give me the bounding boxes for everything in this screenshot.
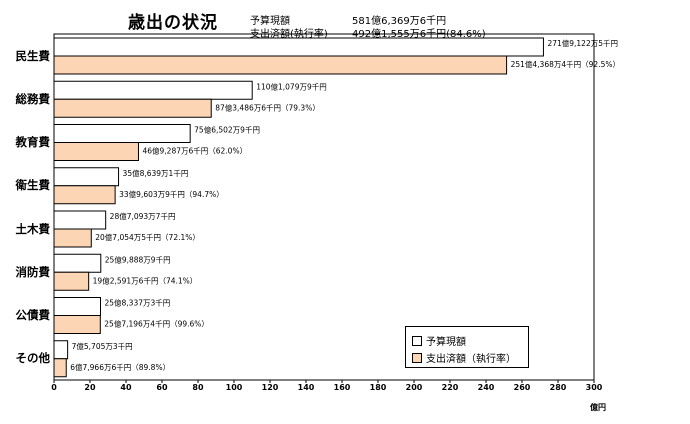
category-label: 民生費 (15, 48, 51, 63)
legend-label-budget: 予算現額 (426, 337, 466, 348)
summary-budget-value: 581億6,369万6千円 (352, 16, 447, 27)
category-label: 教育費 (15, 135, 51, 150)
x-tick-label: 100 (225, 383, 243, 392)
x-tick-label: 80 (192, 383, 204, 392)
expenditure-bar (53, 185, 116, 205)
x-tick-label: 300 (585, 383, 603, 392)
budget-value-label: 75億6,502万9千円 (194, 125, 260, 135)
x-axis-unit-label: 億円 (590, 403, 606, 412)
x-tick-label: 40 (120, 383, 132, 392)
x-tick-label: 0 (51, 383, 57, 392)
expenditure-bar (53, 55, 508, 75)
category-label: 公債費 (15, 308, 51, 323)
budget-value-label: 271億9,122万5千円 (547, 38, 618, 48)
chart-title: 歳出の状況 (128, 13, 218, 33)
expenditure-value-label: 87億3,486万6千円（79.3%） (215, 102, 320, 112)
x-tick-label: 200 (405, 383, 423, 392)
x-tick-label: 280 (549, 383, 567, 392)
expenditure-value-label: 33億9,603万9千円（94.7%） (119, 189, 224, 199)
budget-bar (53, 167, 120, 187)
legend-swatch-budget (412, 335, 422, 346)
x-tick-label: 240 (477, 383, 495, 392)
x-tick-label: 220 (441, 383, 459, 392)
x-tick-label: 20 (84, 383, 96, 392)
budget-bar (53, 124, 191, 143)
category-label: 総務費 (15, 91, 51, 106)
expenditure-value-label: 25億7,196万4千円（99.6%） (104, 319, 209, 329)
legend-item-expenditure: 支出済額（執行率） (412, 350, 516, 365)
budget-value-label: 28億7,093万7千円 (110, 211, 176, 221)
expenditure-value-label: 20億7,054万5千円（72.1%） (95, 232, 200, 242)
legend-swatch-expenditure (412, 352, 422, 363)
expenditure-bar (53, 358, 67, 378)
budget-bar (53, 80, 253, 100)
budget-bar (53, 37, 544, 57)
budget-value-label: 7億5,705万3千円 (72, 341, 133, 351)
expenditure-value-label: 19億2,591万6千円（74.1%） (93, 275, 198, 285)
x-tick-label: 140 (297, 383, 315, 392)
budget-bar (53, 340, 69, 360)
legend-item-budget: 予算現額 (412, 333, 466, 348)
expenditure-bar (53, 98, 212, 118)
expenditure-value-label: 46億9,287万6千円（62.0%） (142, 146, 247, 156)
x-tick-label: 180 (369, 383, 387, 392)
expenditure-bar (53, 315, 101, 334)
plot-area-frame (53, 33, 595, 381)
legend: 予算現額 支出済額（執行率） (405, 326, 529, 368)
legend-label-expenditure: 支出済額（執行率） (426, 354, 516, 365)
budget-bar (53, 297, 101, 316)
expenditure-bar (53, 142, 139, 161)
budget-value-label: 25億8,337万3千円 (104, 298, 170, 308)
category-label: 衛生費 (15, 178, 51, 193)
expenditure-value-label: 251億4,368万4千円（92.5%） (511, 59, 620, 69)
expenditure-value-label: 6億7,966万6千円（89.8%） (70, 362, 170, 372)
summary-budget-label: 予算現額 (250, 16, 290, 27)
budget-bar (53, 210, 107, 230)
category-label: 消防費 (15, 264, 51, 279)
x-tick-label: 160 (333, 383, 351, 392)
budget-value-label: 35億8,639万1千円 (123, 168, 189, 178)
expenditure-bar (53, 228, 92, 248)
x-tick-label: 260 (513, 383, 531, 392)
x-tick-label: 120 (261, 383, 279, 392)
budget-value-label: 110億1,079万9千円 (256, 81, 327, 91)
category-label: その他 (15, 351, 51, 366)
budget-bar (53, 253, 102, 273)
x-tick-label: 60 (156, 383, 168, 392)
budget-value-label: 25億9,888万9千円 (105, 254, 171, 264)
category-label: 土木費 (15, 221, 51, 236)
expenditure-bar (53, 271, 90, 291)
